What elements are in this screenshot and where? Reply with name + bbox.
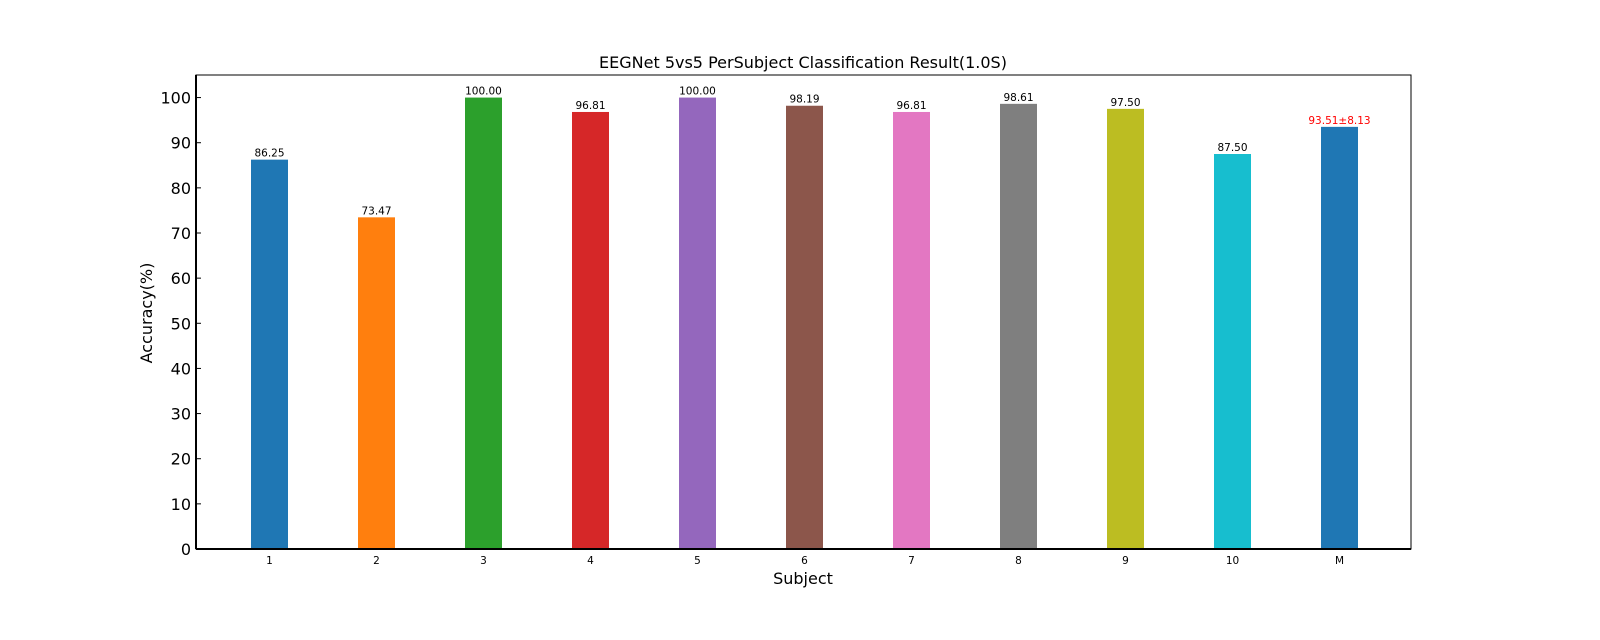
bar-5	[679, 97, 716, 550]
bar-6	[786, 105, 823, 550]
data-label-M: 93.51±8.13	[1308, 115, 1370, 127]
y-tick-label-50: 50	[171, 314, 191, 333]
data-label-9: 97.50	[1110, 97, 1140, 109]
y-tick-label-100: 100	[160, 89, 191, 108]
data-label-2: 73.47	[361, 205, 391, 217]
data-label-3: 100.00	[465, 86, 502, 98]
x-tick-label-6: 6	[801, 555, 808, 567]
bars	[251, 97, 1358, 550]
x-tick-label-7: 7	[908, 555, 915, 567]
bar-4	[572, 111, 609, 550]
x-tick-label-5: 5	[694, 555, 701, 567]
x-tick-label-1: 1	[266, 555, 273, 567]
data-label-6: 98.19	[789, 94, 819, 106]
y-tick-label-10: 10	[171, 495, 191, 514]
chart-title: EEGNet 5vs5 PerSubject Classification Re…	[599, 53, 1007, 72]
y-axis-ticks: 0 10 20 30 40 50 60 70 80 90 100	[160, 89, 201, 559]
bar-7	[893, 111, 930, 550]
bar-M	[1321, 126, 1358, 549]
x-axis-ticks: 1 2 3 4 5 6 7 8 9 10 M	[266, 555, 1344, 567]
y-tick-label-40: 40	[171, 359, 191, 378]
x-tick-label-9: 9	[1122, 555, 1129, 567]
y-tick-label-70: 70	[171, 224, 191, 243]
bar-10	[1214, 154, 1251, 549]
x-tick-label-2: 2	[373, 555, 380, 567]
y-axis-label: Accuracy(%)	[137, 263, 156, 364]
x-tick-label-10: 10	[1226, 555, 1239, 567]
y-tick-label-60: 60	[171, 269, 191, 288]
bar-3	[465, 97, 502, 550]
bar-1	[251, 159, 288, 549]
plot-area: 86.25 73.47 100.00 96.81 100.00 98.19 96.81 98.…	[195, 74, 1412, 550]
bar-9	[1107, 108, 1144, 549]
y-tick-label-90: 90	[171, 134, 191, 153]
bar-2	[358, 217, 395, 549]
data-label-10: 87.50	[1217, 142, 1247, 154]
x-tick-label-8: 8	[1015, 555, 1022, 567]
data-label-7: 96.81	[896, 100, 926, 112]
y-tick-label-30: 30	[171, 405, 191, 424]
x-tick-label-3: 3	[480, 555, 487, 567]
data-label-1: 86.25	[254, 148, 284, 160]
y-tick-label-20: 20	[171, 450, 191, 469]
data-label-4: 96.81	[575, 100, 605, 112]
y-tick-label-0: 0	[181, 540, 191, 559]
x-tick-label-4: 4	[587, 555, 594, 567]
data-label-5: 100.00	[679, 86, 716, 98]
y-tick-label-80: 80	[171, 179, 191, 198]
bar-8	[1000, 103, 1037, 549]
x-tick-label-M: M	[1335, 555, 1344, 567]
data-label-8: 98.61	[1003, 92, 1033, 104]
x-axis-label: Subject	[773, 569, 833, 588]
data-labels: 86.25 73.47 100.00 96.81 100.00 98.19 96.81 98.…	[254, 86, 1370, 218]
